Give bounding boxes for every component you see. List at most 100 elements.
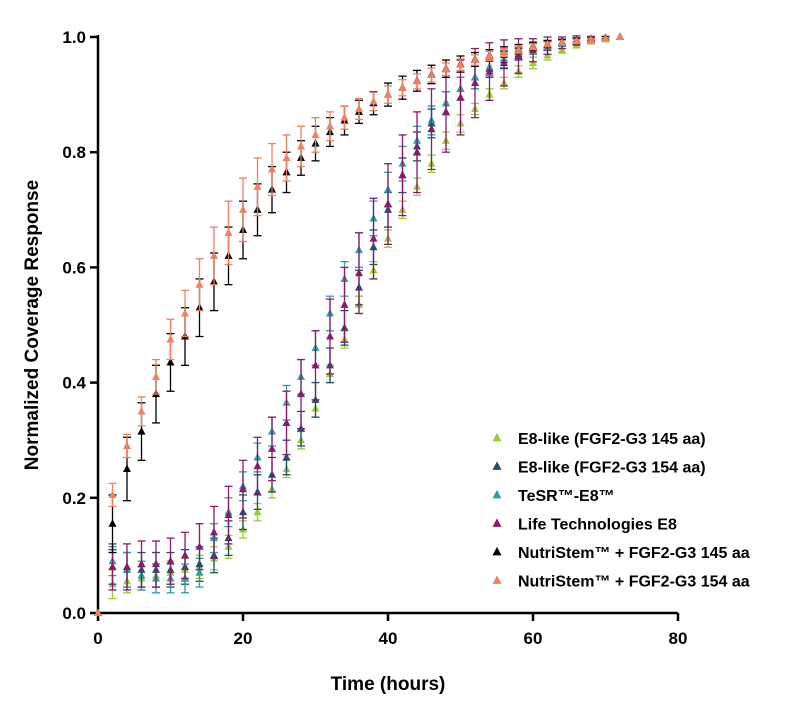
data-point — [268, 444, 276, 452]
data-point — [514, 45, 523, 53]
series-group — [94, 32, 624, 617]
data-point — [558, 38, 566, 46]
data-point — [181, 550, 189, 559]
y-tick-label: 0.8 — [62, 143, 86, 162]
data-point — [253, 182, 262, 190]
data-point — [485, 67, 494, 75]
data-point — [297, 141, 305, 150]
x-axis-title: Time (hours) — [331, 674, 446, 695]
data-point — [166, 556, 175, 565]
data-point — [442, 64, 450, 73]
data-point — [427, 124, 436, 133]
axes: 0.0 0.2 0.4 0.6 0.8 1.0 0 20 40 60 80 — [62, 28, 687, 648]
data-point — [340, 300, 349, 308]
y-tick-label: 0.4 — [62, 374, 86, 393]
data-point — [543, 39, 552, 48]
legend-label: E8-like (FGF2-G3 145 aa) — [518, 431, 706, 448]
data-point — [253, 507, 262, 516]
legend-marker — [492, 432, 502, 442]
data-point — [282, 452, 291, 461]
data-point — [413, 147, 421, 156]
data-point — [456, 60, 465, 68]
data-point — [224, 510, 233, 519]
x-tick-label: 60 — [524, 629, 543, 648]
data-point — [239, 484, 247, 493]
data-point — [355, 268, 363, 277]
data-point — [413, 76, 421, 85]
y-tick-label: 0.6 — [62, 258, 86, 277]
data-point — [123, 441, 131, 449]
data-point — [587, 35, 595, 43]
data-point — [369, 234, 378, 242]
data-point — [398, 170, 407, 179]
legend-marker — [492, 546, 502, 556]
x-tick-label: 20 — [234, 629, 253, 648]
legend-marker — [492, 461, 502, 470]
data-point — [485, 51, 494, 60]
data-point — [152, 559, 160, 568]
data-point — [181, 308, 189, 317]
y-tick-label: 0.2 — [62, 489, 86, 508]
data-point — [195, 568, 204, 576]
y-tick-label: 0.0 — [62, 604, 86, 623]
data-point — [152, 372, 160, 380]
data-point — [166, 334, 175, 343]
data-point — [500, 58, 508, 66]
data-point — [471, 78, 479, 87]
legend-label: E8-like (FGF2-G3 154 aa) — [518, 460, 706, 477]
data-point — [123, 464, 131, 473]
data-point — [384, 90, 392, 98]
data-layer — [94, 32, 624, 617]
data-point — [529, 42, 537, 50]
legend-marker — [492, 489, 502, 499]
data-point — [500, 47, 508, 56]
data-point — [326, 121, 334, 130]
data-point — [253, 461, 262, 470]
data-point — [311, 130, 320, 138]
data-point — [355, 104, 363, 113]
data-point — [137, 406, 146, 415]
data-point — [456, 92, 465, 101]
data-point — [268, 164, 276, 173]
legend-marker — [492, 518, 502, 527]
legend-label: NutriStem™ + FGF2-G3 154 aa — [518, 574, 750, 591]
data-point — [210, 527, 218, 536]
data-point — [210, 251, 218, 259]
data-point — [311, 360, 320, 369]
data-point — [297, 389, 305, 398]
data-point — [282, 418, 291, 426]
data-point — [195, 542, 204, 550]
data-point — [326, 331, 334, 340]
legend-marker — [492, 575, 502, 584]
data-point — [224, 228, 233, 236]
data-point — [239, 205, 247, 213]
data-point — [108, 519, 117, 527]
data-point — [369, 96, 378, 105]
y-tick-label: 1.0 — [62, 28, 86, 47]
data-point — [108, 490, 117, 498]
data-point — [137, 427, 146, 435]
data-point — [442, 107, 450, 115]
data-point — [601, 34, 610, 42]
x-tick-label: 0 — [93, 629, 102, 648]
legend-label: TeSR™-E8™ — [518, 488, 615, 505]
data-point — [108, 562, 117, 570]
y-axis-title: Normalized Coverage Response — [22, 180, 43, 470]
data-point — [572, 36, 581, 45]
data-point — [123, 562, 131, 570]
data-point — [340, 113, 349, 121]
data-point — [514, 51, 523, 60]
data-point — [471, 55, 479, 64]
legend-label: Life Technologies E8 — [518, 517, 677, 534]
legend: E8-like (FGF2-G3 145 aa) E8-like (FGF2-G3… — [492, 431, 750, 591]
data-point — [616, 32, 624, 41]
data-point — [195, 280, 204, 288]
data-point — [282, 153, 291, 161]
data-point — [398, 83, 407, 91]
data-point — [166, 357, 175, 366]
data-point — [384, 199, 392, 208]
legend-label: NutriStem™ + FGF2-G3 145 aa — [518, 545, 750, 562]
x-tick-label: 80 — [669, 629, 688, 648]
